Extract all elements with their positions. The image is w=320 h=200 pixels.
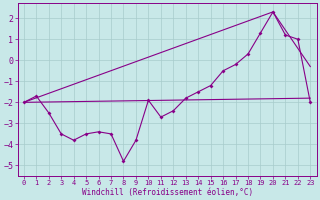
X-axis label: Windchill (Refroidissement éolien,°C): Windchill (Refroidissement éolien,°C) [82,188,253,197]
